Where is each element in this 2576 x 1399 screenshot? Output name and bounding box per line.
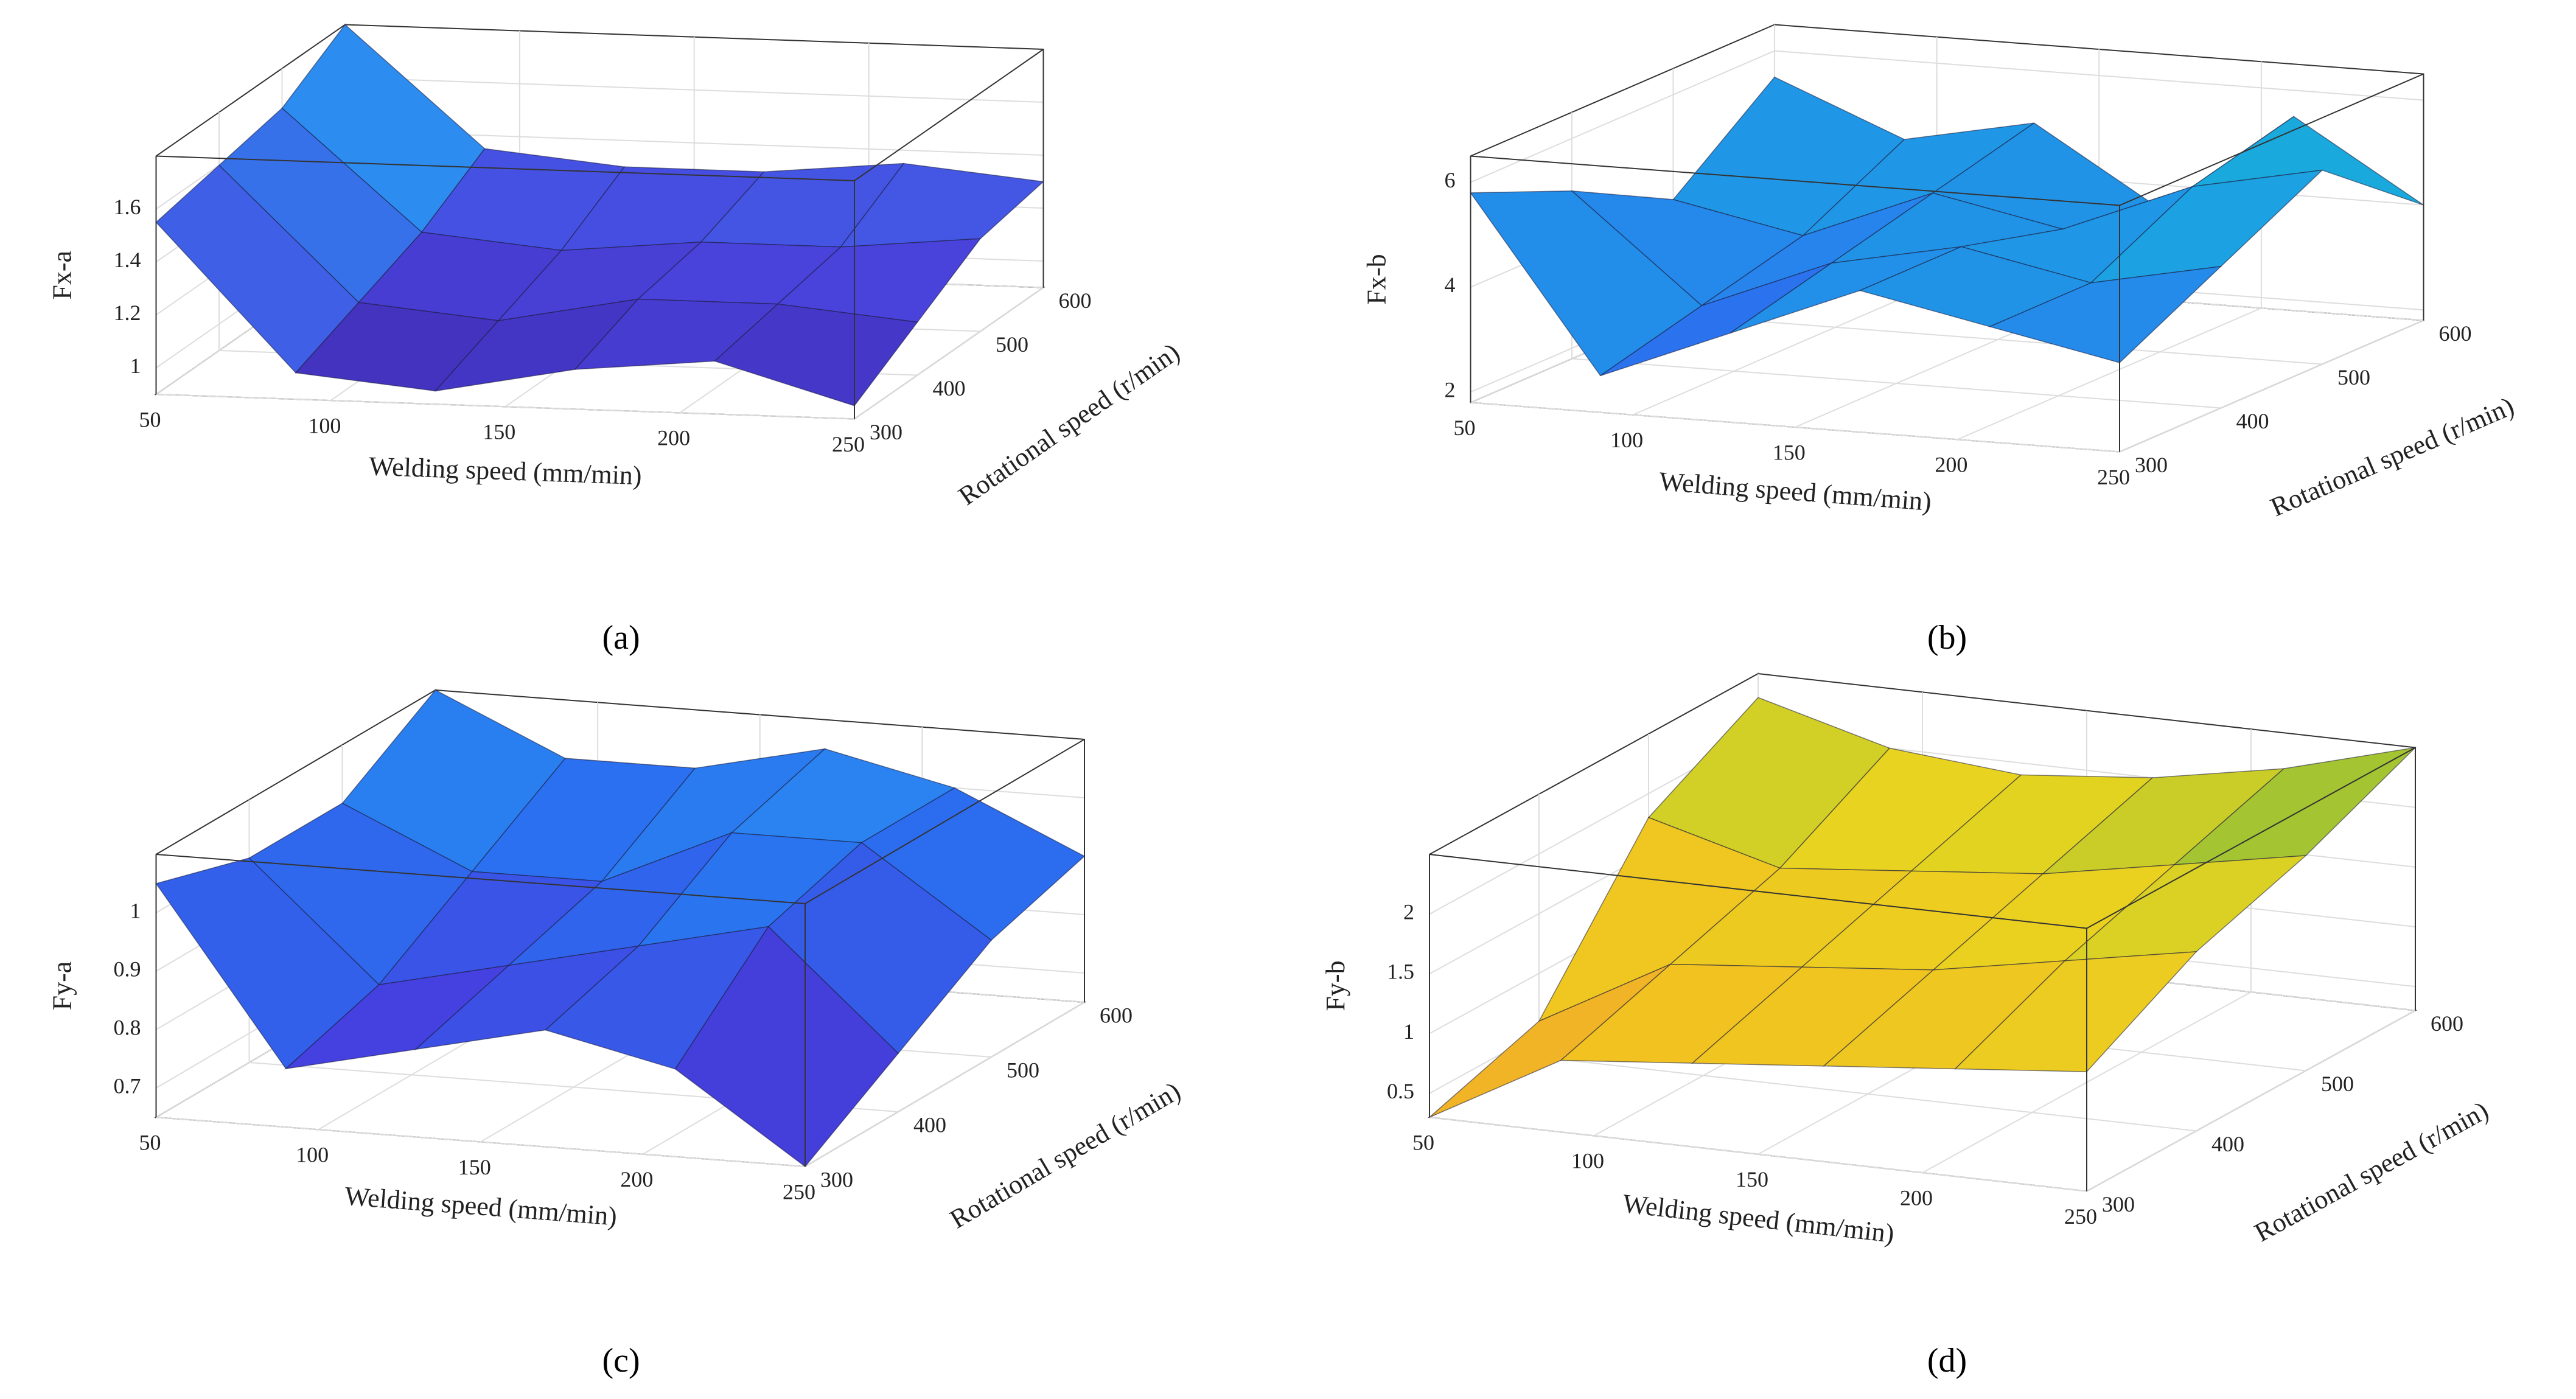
axis-line	[2086, 747, 2416, 929]
x-tick-label: 100	[1571, 1149, 1604, 1173]
y-axis-label: Rotational speed (r/min)	[2250, 1095, 2493, 1247]
x-tick-label: 150	[1773, 440, 1806, 464]
y-tick-label: 400	[933, 376, 966, 400]
x-axis-label: Welding speed (mm/min)	[368, 451, 642, 490]
surface-patch	[674, 926, 899, 1168]
x-tick-label: 200	[620, 1167, 653, 1191]
surface-chart: 50 100 150 200 250 300 400 500 600 2 4 6 Welding spe…	[1362, 23, 2518, 657]
caption: (a)	[602, 619, 640, 657]
x-tick-label: 150	[1736, 1167, 1768, 1191]
x-tick-label: 250	[2097, 465, 2130, 489]
x-tick-label: 250	[832, 432, 865, 456]
x-tick-label: 50	[139, 1130, 161, 1154]
x-tick-label: 50	[139, 407, 161, 431]
caption: (b)	[1927, 619, 1967, 657]
y-tick-label: 400	[913, 1112, 946, 1137]
y-axis-label: Rotational speed (r/min)	[944, 1076, 1185, 1234]
z-tick-label: 0.8	[114, 1015, 141, 1039]
axis-line	[1429, 854, 2087, 929]
grid-line	[1571, 358, 2221, 409]
x-tick-label: 50	[1412, 1130, 1434, 1154]
grid-line	[1632, 282, 1938, 416]
surface-patch	[1988, 265, 2222, 363]
x-tick-label: 250	[783, 1179, 815, 1204]
y-tick-label: 600	[1059, 288, 1092, 313]
x-tick-label: 250	[2064, 1204, 2097, 1229]
z-tick-label: 1.2	[114, 301, 141, 325]
surface-patch	[1954, 951, 2197, 1072]
z-tick-label: 1.6	[114, 195, 141, 219]
grid-line	[2119, 319, 2424, 453]
x-tick-label: 200	[1900, 1185, 1933, 1210]
z-tick-label: 4	[1445, 273, 1456, 297]
y-tick-label: 500	[1007, 1058, 1039, 1082]
y-tick-label: 500	[996, 332, 1028, 357]
y-tick-label: 300	[820, 1167, 853, 1191]
axis-line	[2119, 73, 2424, 206]
z-tick-label: 2	[1445, 378, 1456, 402]
grid-line	[1956, 307, 2262, 441]
z-tick-label: 0.7	[114, 1073, 141, 1098]
grid-line	[1774, 50, 2424, 101]
z-tick-label: 1	[1403, 1019, 1414, 1044]
z-tick-label: 1	[130, 898, 141, 923]
axis-line	[805, 739, 1085, 904]
x-tick-label: 200	[1935, 453, 1967, 477]
z-tick-label: 0.5	[1387, 1079, 1414, 1103]
y-tick-label: 500	[2321, 1072, 2354, 1096]
z-axis-label: Fy-a	[47, 961, 77, 1011]
x-tick-label: 100	[296, 1143, 329, 1167]
z-axis-label: Fx-a	[47, 251, 77, 300]
y-tick-label: 400	[2211, 1132, 2244, 1156]
y-tick-label: 400	[2236, 409, 2269, 433]
z-tick-label: 1.4	[114, 248, 141, 272]
y-tick-label: 300	[2102, 1192, 2135, 1216]
axis-line	[854, 49, 1044, 181]
grid-line	[805, 1002, 1085, 1167]
y-axis-label: Rotational speed (r/min)	[2266, 391, 2518, 523]
x-tick-label: 150	[483, 420, 515, 444]
z-tick-label: 1	[130, 354, 141, 378]
y-axis-label: Rotational speed (r/min)	[953, 337, 1185, 511]
x-tick-label: 150	[458, 1155, 491, 1179]
grid-line	[854, 287, 1044, 420]
grid-line	[1673, 314, 2323, 365]
x-axis-label: Welding speed (mm/min)	[1621, 1188, 1896, 1249]
x-tick-label: 50	[1454, 416, 1476, 440]
y-tick-label: 300	[2135, 453, 2168, 477]
surface-patch	[714, 303, 918, 406]
y-tick-label: 600	[1100, 1003, 1133, 1027]
grid-line	[344, 77, 1044, 103]
axis-line	[156, 854, 806, 904]
grid-line	[156, 1117, 806, 1167]
y-tick-label: 300	[870, 420, 902, 444]
z-axis-label: Fy-b	[1321, 960, 1350, 1011]
x-tick-label: 100	[1610, 428, 1643, 452]
z-tick-label: 2	[1403, 899, 1414, 924]
z-tick-label: 6	[1445, 168, 1456, 192]
y-tick-label: 500	[2337, 365, 2370, 389]
x-tick-label: 100	[308, 413, 341, 438]
z-axis-label: Fx-b	[1362, 254, 1392, 304]
axis-line	[156, 155, 855, 181]
surface-chart: 50 100 150 200 250 300 400 500 600 1 1.2 1.4 1.6 Weld…	[47, 23, 1185, 657]
y-tick-label: 600	[2439, 321, 2472, 346]
y-tick-label: 600	[2431, 1011, 2463, 1036]
surface-chart: 50 100 150 200 250 300 400 500 600 0.5 1 1.5 2 Weldin…	[1321, 672, 2493, 1380]
x-axis-label: Welding speed (mm/min)	[1658, 466, 1933, 517]
grid-line	[2086, 1010, 2416, 1192]
x-axis-label: Welding speed (mm/min)	[344, 1181, 618, 1232]
grid-line	[1470, 402, 2120, 453]
grid-line	[156, 394, 855, 420]
caption: (d)	[1927, 1342, 1967, 1380]
axis-line	[1470, 155, 2120, 206]
caption: (c)	[602, 1342, 640, 1380]
z-tick-label: 0.9	[114, 957, 141, 981]
grid-line	[1429, 1117, 2087, 1192]
z-tick-label: 1.5	[1387, 960, 1414, 984]
surface-chart: 50 100 150 200 250 300 400 500 600 0.7 0.8 0.9 1 Weld…	[47, 689, 1185, 1380]
x-tick-label: 200	[657, 426, 690, 450]
